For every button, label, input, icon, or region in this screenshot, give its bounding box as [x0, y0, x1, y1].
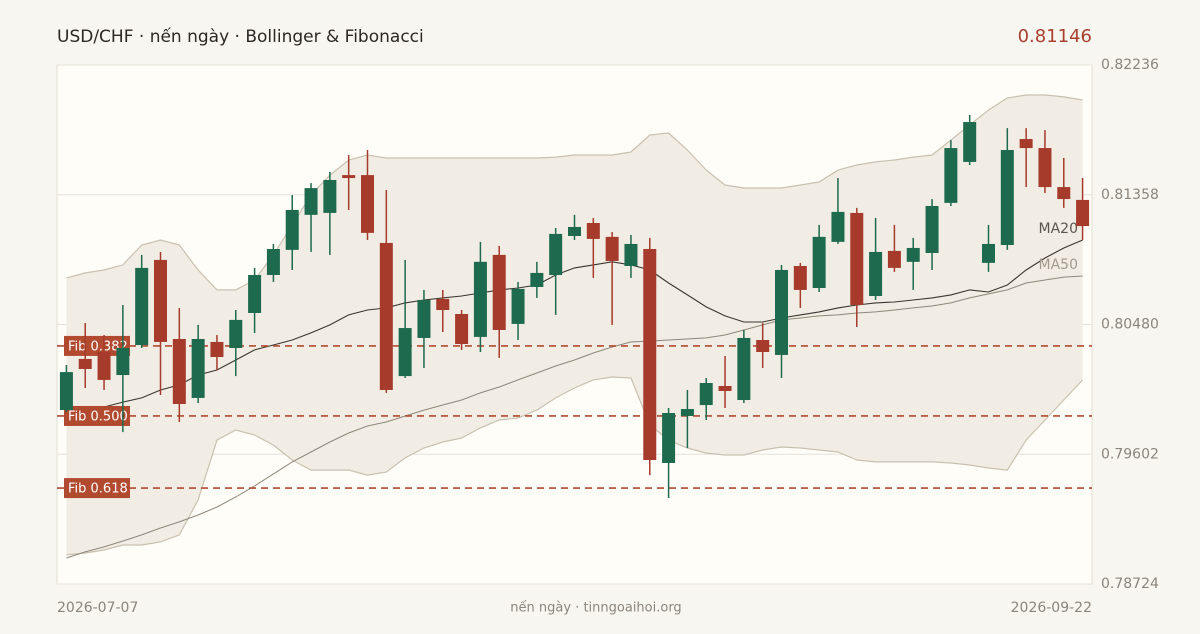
candle-body [680, 409, 694, 416]
candle-body [398, 328, 412, 377]
candle-body [1038, 148, 1052, 188]
candle-body [135, 267, 149, 346]
candle-body [530, 272, 544, 287]
x-tick-label: 2026-09-22 [1011, 600, 1092, 616]
candle-body [1000, 149, 1014, 245]
candle-body [568, 226, 581, 236]
ma-label: MA20 [1039, 221, 1078, 237]
candle-body [699, 383, 713, 406]
ma-line [66, 275, 1083, 559]
candle-body [172, 338, 186, 405]
y-tick-label: 0.79602 [1101, 446, 1159, 462]
candle-body [793, 265, 807, 290]
candle-body [643, 248, 657, 461]
fib-label-bg [64, 478, 130, 499]
y-tick-label: 0.80480 [1101, 317, 1159, 333]
band-upper [66, 94, 1083, 291]
band-lower [66, 376, 1084, 556]
candle-body [97, 351, 111, 380]
candle-body [850, 212, 864, 305]
candle-body [982, 243, 995, 263]
candle-body [473, 261, 487, 337]
candle-body [906, 247, 920, 262]
candle-body [812, 236, 826, 288]
candle-body [304, 188, 318, 215]
candle-body [925, 205, 939, 253]
candle-body [492, 254, 506, 330]
last-price: 0.81146 [1018, 26, 1092, 47]
candle-body [191, 338, 205, 398]
candle-body [455, 314, 469, 345]
candle-body [78, 358, 92, 369]
x-tick-label: 2026-07-07 [57, 600, 138, 616]
chart-title: USD/CHF · nến ngày · Bollinger & Fibonac… [57, 26, 424, 47]
candle-body [511, 288, 525, 324]
candle-body [963, 122, 977, 162]
candle-body [154, 259, 167, 342]
candle-body [59, 372, 73, 411]
candle-body [944, 148, 958, 203]
candle-body [1057, 187, 1071, 200]
candle-body [549, 233, 563, 275]
candle-body [210, 341, 224, 358]
fib-label: Fib 0.500 [68, 409, 128, 424]
candle-body [662, 413, 676, 463]
candle-body [285, 209, 299, 250]
candle-body [756, 340, 770, 352]
candle-body [248, 274, 262, 313]
fib-label: Fib 0.618 [68, 482, 128, 497]
candle-body [116, 347, 130, 376]
candle-body [1019, 139, 1033, 149]
band-fill [66, 94, 1083, 555]
candle-body [361, 175, 374, 233]
candle-body [323, 179, 337, 213]
candle-body [775, 269, 788, 355]
candle-body [379, 242, 393, 390]
candle-body [342, 175, 356, 179]
candle-body [436, 298, 450, 311]
candle-body [229, 319, 243, 348]
y-tick-label: 0.78724 [1101, 576, 1159, 592]
fib-label-bg [64, 335, 130, 356]
candle-body [1076, 199, 1090, 227]
candle-body [737, 337, 751, 401]
candle-body [718, 385, 732, 392]
candle-body [266, 248, 280, 275]
source: nến ngày · tinngoaihoi.org [510, 601, 681, 616]
candle-body [605, 236, 619, 261]
y-tick-label: 0.82236 [1101, 57, 1159, 73]
candle-body [586, 222, 600, 239]
candle-body [624, 243, 638, 266]
candle-body [831, 211, 845, 242]
y-tick-label: 0.81358 [1101, 187, 1159, 203]
fib-label-bg [64, 405, 130, 426]
fib-label: Fib 0.382 [68, 339, 128, 354]
layer: 0.78724 0.79602 0.80480 0.81358 0.82236 MA20 M… [57, 57, 1159, 616]
candle-body [869, 251, 883, 296]
candle-body [417, 299, 431, 338]
ma-label: MA50 [1039, 257, 1078, 273]
candle-body [887, 250, 901, 268]
